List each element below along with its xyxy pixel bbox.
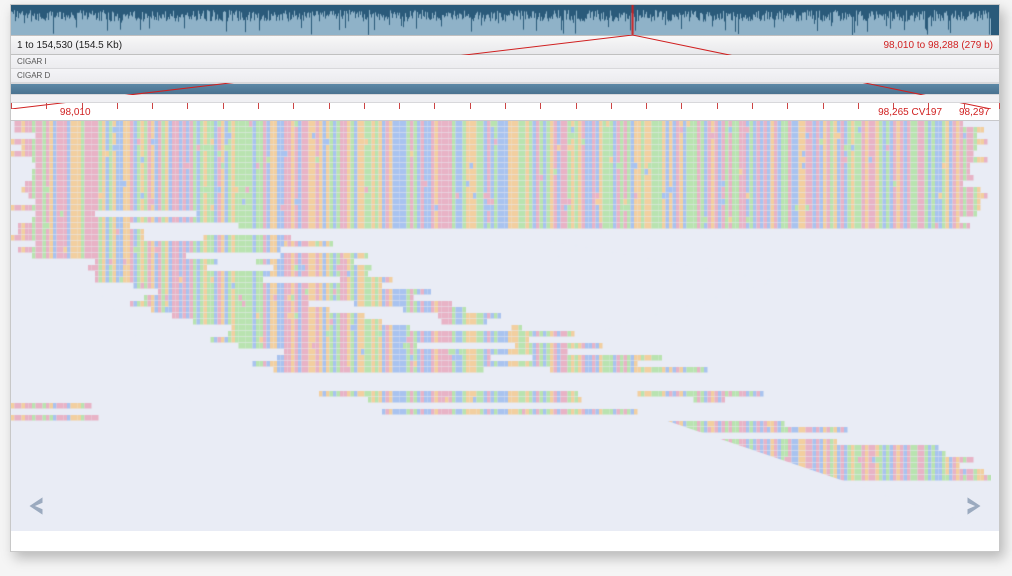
track-header: CIGAR D xyxy=(11,69,999,83)
overview-range-label: 1 to 154,530 (154.5 Kb) xyxy=(17,36,122,54)
consensus-bar xyxy=(11,83,999,95)
overview-coverage[interactable] xyxy=(11,5,999,35)
scroll-left-button[interactable] xyxy=(23,493,49,519)
position-axis: 98,010 98,265 CV197 98,297 xyxy=(11,103,999,121)
alignment-pileup[interactable] xyxy=(11,121,999,531)
axis-label: 98,297 xyxy=(959,107,990,118)
track-header: CIGAR I xyxy=(11,55,999,69)
genome-browser-frame: 1 to 154,530 (154.5 Kb) 98,010 to 98,288… xyxy=(10,4,1000,552)
zoom-range-label: 98,010 to 98,288 (279 b) xyxy=(883,36,993,54)
axis-label: 98,010 xyxy=(60,107,91,118)
track-headers: CIGAR I CIGAR D xyxy=(11,55,999,83)
scroll-right-button[interactable] xyxy=(961,493,987,519)
overview-ruler: 1 to 154,530 (154.5 Kb) 98,010 to 98,288… xyxy=(11,35,999,55)
minor-band xyxy=(11,95,999,103)
axis-label: 98,265 CV197 xyxy=(878,107,942,118)
